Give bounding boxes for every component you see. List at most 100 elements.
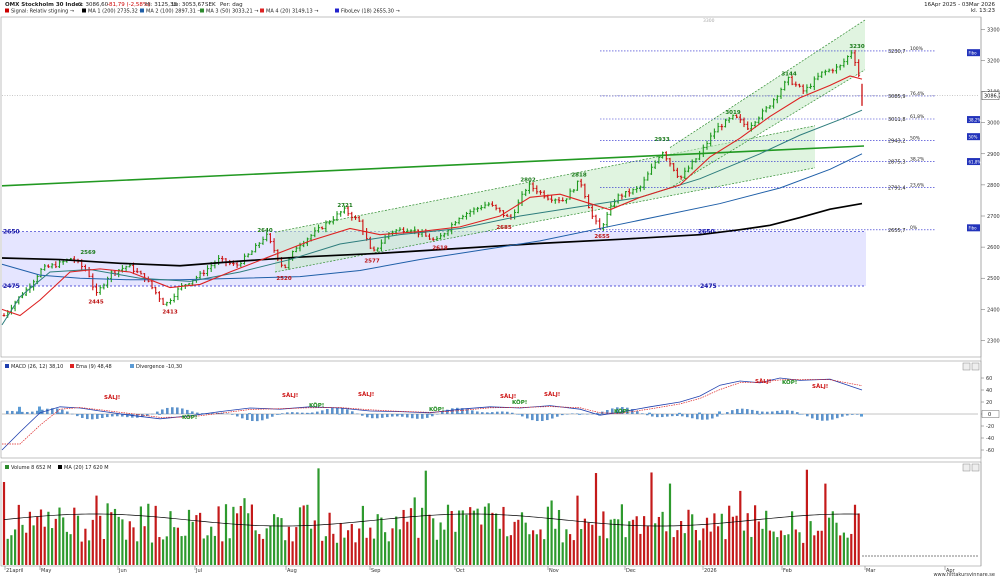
- macd-legend-label: Divergence -10,30: [136, 364, 182, 370]
- ohlc-bar: [2, 313, 6, 317]
- swing-low-label: 2577: [364, 258, 379, 264]
- divergence-bar: [721, 414, 724, 415]
- divergence-bar: [26, 411, 29, 414]
- divergence-bar: [518, 414, 521, 415]
- volume-bar: [424, 470, 427, 565]
- macd-panel-controls[interactable]: [962, 362, 980, 371]
- volume-bar: [236, 513, 239, 565]
- volume-bar: [750, 536, 753, 565]
- volume-bar: [557, 509, 561, 565]
- volume-bar: [169, 511, 172, 565]
- volume-bar: [543, 539, 546, 565]
- macd-panel: [0, 360, 982, 459]
- volume-bar: [110, 512, 113, 565]
- volume-bar: [528, 534, 531, 565]
- divergence-bar: [828, 413, 831, 415]
- divergence-bar: [336, 407, 339, 414]
- volume-bar: [587, 522, 590, 565]
- divergence-bar: [456, 407, 459, 414]
- divergence-bar: [21, 411, 24, 414]
- divergence-bar: [18, 406, 21, 414]
- month-label: Jul: [195, 568, 202, 574]
- macd-legend-swatch: [70, 364, 74, 368]
- ohlc-bar: [328, 220, 331, 225]
- volume-bar: [28, 511, 31, 565]
- ohlc-bar: [557, 196, 561, 204]
- ohlc-bar: [243, 253, 246, 265]
- macd-tick-label: -40: [986, 436, 994, 442]
- ohlc-bar: [98, 285, 102, 295]
- divergence-bar: [236, 414, 239, 417]
- ohlc-bar: [350, 211, 354, 221]
- volume-bar: [254, 530, 257, 565]
- minimize-icon[interactable]: [962, 362, 971, 371]
- close-icon[interactable]: [971, 463, 980, 472]
- ohlc-bar: [720, 123, 724, 131]
- volume-bar: [202, 538, 205, 565]
- divergence-bar: [738, 412, 741, 414]
- volume-bar: [598, 535, 601, 565]
- low-value: Lo: 3053,67: [172, 2, 205, 8]
- divergence-bar: [566, 414, 569, 415]
- divergence-bar: [91, 414, 94, 420]
- volume-bar: [765, 510, 768, 565]
- volume-bar: [39, 509, 43, 565]
- divergence-bar: [226, 413, 229, 414]
- divergence-bar: [38, 406, 41, 414]
- fibo-marker-label: 38,2%: [969, 117, 982, 122]
- ohlc-bar: [269, 233, 272, 244]
- divergence-bar: [826, 414, 829, 421]
- date-range: 16Apr 2025 - 03Mar 2026: [924, 2, 995, 8]
- ohlc-bar: [705, 140, 709, 150]
- macd-current-label: 0: [988, 412, 991, 418]
- month-label: 21april: [6, 568, 23, 574]
- volume-panel-controls[interactable]: [962, 463, 980, 472]
- header: OMX Stockholm 30 Index C: 3086,60 -81,79…: [5, 2, 995, 14]
- ohlc-bar: [583, 183, 587, 199]
- divergence-bar: [381, 414, 384, 418]
- volume-bar: [99, 515, 102, 565]
- volume-bar: [335, 542, 339, 565]
- divergence-bar: [711, 414, 714, 419]
- divergence-bar: [661, 414, 664, 418]
- fibo-pct: 76,4%: [910, 91, 925, 97]
- volume-bar: [139, 506, 142, 565]
- divergence-bar: [636, 411, 639, 414]
- divergence-bar: [666, 414, 669, 417]
- minimize-icon[interactable]: [962, 463, 971, 472]
- volume-bar: [661, 511, 664, 565]
- volume-bar: [310, 528, 313, 565]
- swing-high-label: 2933: [654, 137, 669, 143]
- month-label: Dec: [626, 568, 636, 574]
- divergence-bar: [751, 409, 754, 414]
- website-footer[interactable]: www.hittakursvinnare.se: [933, 572, 995, 578]
- volume-bar: [25, 532, 28, 565]
- volume-bar: [76, 515, 80, 565]
- volume-bar: [742, 530, 746, 565]
- volume-bar: [772, 531, 775, 565]
- ohlc-bar: [613, 199, 616, 208]
- macd-signal-label: SÄLJ!: [358, 391, 374, 398]
- ohlc-bar: [524, 188, 528, 197]
- legend-swatch: [5, 8, 9, 13]
- ohlc-bar: [838, 64, 842, 71]
- macd-legend-label: Ema (9) 48,48: [76, 364, 112, 370]
- divergence-bar: [798, 414, 801, 415]
- volume-bar: [102, 538, 105, 565]
- ohlc-bar: [154, 286, 158, 295]
- ohlc-bar: [50, 263, 54, 269]
- ohlc-bar: [775, 94, 779, 104]
- volume-bar: [546, 506, 549, 565]
- swing-low-label: 2520: [276, 276, 291, 282]
- volume-bar: [635, 516, 638, 565]
- divergence-bar: [521, 414, 524, 417]
- ohlc-bar: [831, 68, 835, 74]
- close-icon[interactable]: [971, 362, 980, 371]
- volume-bar: [243, 498, 246, 565]
- volume-bar: [439, 522, 442, 565]
- divergence-bar: [781, 410, 784, 414]
- volume-bar: [250, 504, 253, 565]
- price-tick-label: 2700: [987, 214, 1000, 220]
- volume-bar: [761, 528, 764, 565]
- divergence-bar: [428, 414, 431, 415]
